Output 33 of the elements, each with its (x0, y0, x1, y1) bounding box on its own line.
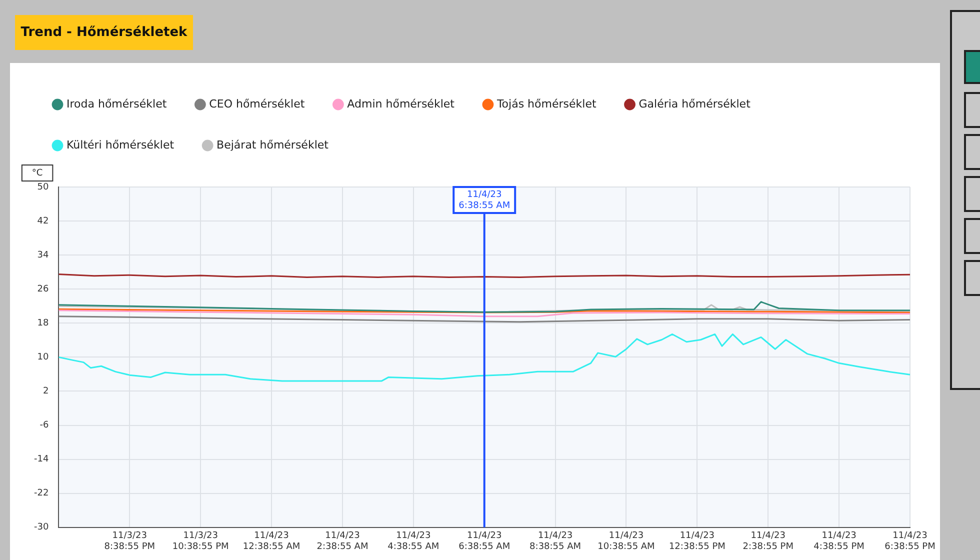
x-tick-label: 11/4/23 6:38:55 PM (884, 531, 936, 552)
y-tick-label: 34 (37, 250, 49, 260)
y-tick-label: -14 (34, 454, 49, 465)
legend-label: Iroda hőmérséklet (66, 97, 168, 110)
legend-label: CEO hőmérséklet (209, 97, 306, 110)
x-tick-label: 11/4/23 2:38:55 PM (742, 531, 794, 552)
y-tick-label: 42 (37, 216, 49, 226)
y-tick-label: -6 (40, 420, 49, 431)
legend-label: Galéria hőmérséklet (638, 97, 752, 110)
y-tick-label: 50 (37, 182, 49, 192)
y-tick-label: 10 (37, 352, 49, 363)
legend-label: Tojás hőmérséklet (496, 97, 597, 110)
y-tick-label: 26 (37, 284, 49, 294)
chart-title: Trend - Hőmérsékletek (15, 15, 193, 50)
x-tick-label: 11/4/23 12:38:55 AM (242, 531, 300, 552)
x-tick-label: 11/4/23 4:38:55 AM (388, 531, 440, 552)
y-tick-label: -22 (34, 488, 49, 499)
x-tick-label: 11/3/23 8:38:55 PM (104, 531, 156, 552)
x-tick-label: 11/4/23 10:38:55 AM (598, 531, 655, 552)
y-tick-label: 2 (42, 386, 49, 397)
legend-label: Kültéri hőmérséklet (66, 138, 175, 152)
y-tick-label: 18 (37, 318, 49, 329)
legend-label: Bejárat hőmérséklet (216, 138, 330, 152)
legend-label: Admin hőmérséklet (347, 97, 456, 110)
x-tick-label: 11/4/23 4:38:55 PM (814, 531, 864, 552)
x-tick-label: 11/4/23 6:38:55 AM (458, 531, 510, 552)
x-tick-label: 11/4/23 8:38:55 AM (530, 531, 582, 552)
ref-line-label: 11/4/23 6:38:55 AM (458, 190, 510, 211)
y-tick-label: -30 (34, 522, 49, 533)
x-tick-label: 11/3/23 10:38:55 PM (172, 531, 229, 552)
x-tick-label: 11/4/23 2:38:55 AM (316, 531, 368, 552)
x-tick-label: 11/4/23 12:38:55 PM (668, 531, 726, 552)
y-axis-title: °C (32, 168, 43, 178)
